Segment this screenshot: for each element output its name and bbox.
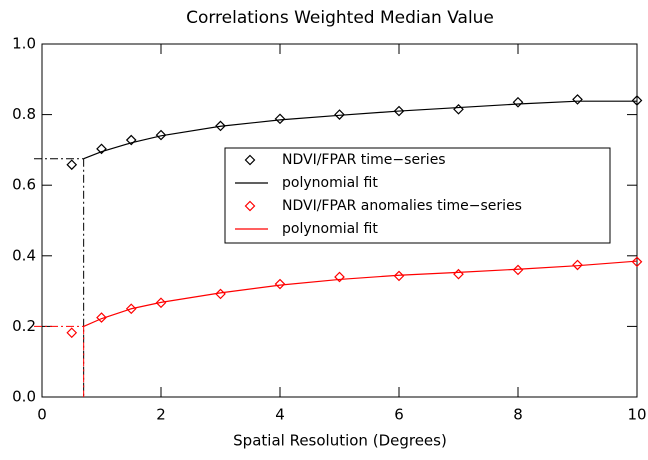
legend-label: NDVI/FPAR anomalies time−series: [282, 198, 522, 214]
legend-symbol: [244, 154, 256, 166]
data-point: [155, 297, 167, 309]
x-tick-label: 10: [627, 406, 646, 424]
data-point: [393, 270, 405, 282]
legend-label: NDVI/FPAR time−series: [282, 152, 446, 168]
data-point: [96, 312, 107, 323]
x-tick-label: 4: [275, 406, 285, 424]
data-point: [453, 268, 464, 280]
y-tick-label: 0.6: [12, 176, 36, 194]
data-point: [631, 95, 643, 106]
chart-title: Correlations Weighted Median Value: [186, 8, 494, 28]
data-point: [125, 134, 137, 146]
data-point: [572, 94, 583, 105]
fit-line: [83, 260, 638, 327]
data-point: [512, 96, 524, 108]
data-point: [274, 278, 286, 290]
data-point: [393, 105, 405, 117]
x-tick-label: 2: [156, 406, 166, 424]
data-point: [334, 271, 345, 283]
x-tick-label: 8: [513, 406, 523, 424]
data-point: [334, 109, 345, 120]
legend-symbol: [244, 200, 256, 212]
y-tick-label: 0.2: [12, 317, 36, 335]
legend-label: polynomial fit: [282, 175, 378, 191]
data-point: [512, 264, 524, 276]
data-point: [572, 259, 583, 271]
y-tick-label: 1.0: [12, 35, 36, 53]
data-point: [96, 143, 107, 155]
legend-label: polynomial fit: [282, 221, 378, 237]
fit-line: [83, 100, 637, 160]
data-point: [453, 103, 464, 115]
data-point: [155, 129, 167, 141]
x-tick-label: 0: [37, 406, 47, 424]
data-point: [125, 303, 137, 315]
legend-box: [224, 147, 611, 244]
plot-frame: [41, 43, 638, 398]
data-point: [215, 120, 226, 132]
y-tick-label: 0.8: [12, 105, 36, 123]
y-tick-label: 0.4: [12, 246, 36, 264]
y-tick-label: 0.0: [12, 388, 36, 406]
data-point: [66, 327, 78, 339]
data-point: [631, 256, 643, 268]
x-tick-label: 6: [394, 406, 404, 424]
x-axis-label: Spatial Resolution (Degrees): [233, 432, 447, 450]
data-point: [274, 113, 286, 125]
data-point: [66, 159, 78, 171]
